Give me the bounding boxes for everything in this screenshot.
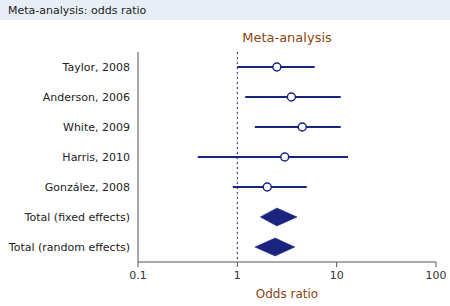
x-tick-label: 0.1 <box>129 269 147 282</box>
x-tick-label: 1 <box>234 269 241 282</box>
plot-marks <box>198 52 348 262</box>
x-axis-label: Odds ratio <box>256 287 318 301</box>
x-axis-line <box>138 262 436 263</box>
header-band <box>0 0 450 20</box>
category-label: White, 2009 <box>63 121 130 134</box>
category-label: Total (random effects) <box>8 241 130 254</box>
point-estimate <box>273 63 281 71</box>
x-tick <box>237 262 238 267</box>
y-axis-line <box>138 52 139 262</box>
x-tick-label: 10 <box>330 269 344 282</box>
chart-title: Meta-analysis <box>242 30 332 45</box>
x-tick-label: 100 <box>426 269 447 282</box>
category-label: Taylor, 2008 <box>62 61 130 74</box>
chart-root: Meta-analysis: odds ratio Meta-analysis 0.… <box>0 0 450 306</box>
category-label: Anderson, 2006 <box>43 91 130 104</box>
point-estimate <box>298 123 306 131</box>
x-tick <box>436 262 437 267</box>
chart-svg: Meta-analysis: odds ratio Meta-analysis 0.… <box>0 0 450 306</box>
annotation: Meta-analysis: odds ratio <box>8 4 147 17</box>
ci-line <box>198 156 348 158</box>
category-label: González, 2008 <box>45 181 130 194</box>
point-estimate <box>263 183 271 191</box>
summary-diamond <box>260 208 297 226</box>
point-estimate <box>287 93 295 101</box>
x-tick <box>138 262 139 267</box>
summary-diamond <box>255 238 295 256</box>
point-estimate <box>281 153 289 161</box>
category-label: Total (fixed effects) <box>24 211 130 224</box>
category-label: Harris, 2010 <box>62 151 130 164</box>
x-tick <box>336 262 337 267</box>
